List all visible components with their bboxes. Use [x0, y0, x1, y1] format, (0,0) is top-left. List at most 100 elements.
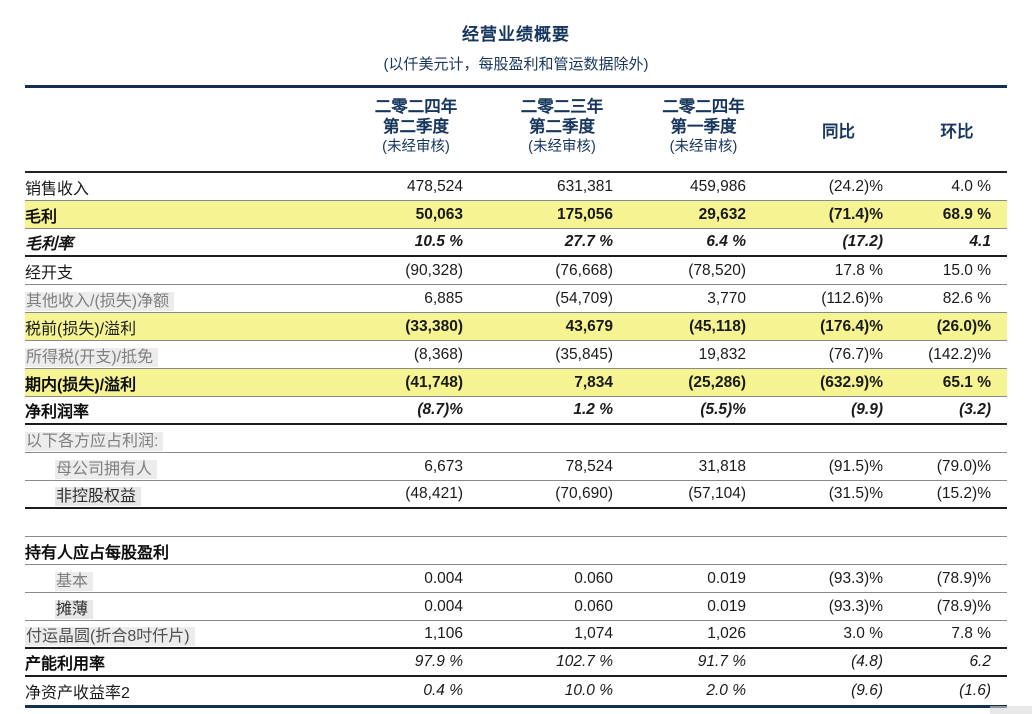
table-row: 毛利 50,063 175,056 29,632 (71.4)% 68.9 % — [25, 201, 1007, 229]
results-table: 二零二四年 第二季度 (未经审核) 二零二三年 第二季度 (未经审核) 二零二四… — [25, 85, 1007, 708]
row-label-cell: 税前(损失)/溢利 — [25, 315, 345, 339]
table-row: 产能利用率 97.9 % 102.7 % 91.7 % (4.8) 6.2 — [25, 649, 1007, 677]
cell-value-qoq: (142.2)% — [928, 345, 991, 363]
header-col-yoy: 同比 — [822, 122, 855, 141]
cell-value-q1-2024: 0.019 — [707, 569, 746, 587]
row-label-cell: 付运晶圆(折合8吋仟片) — [25, 622, 345, 646]
cell-value-q2-2024: (90,328) — [405, 261, 463, 279]
header-col-2024q2: 二零二四年 第二季度 (未经审核) — [345, 88, 487, 171]
page-edge-artifact — [990, 706, 1032, 714]
header-col-2024q1: 二零二四年 第一季度 (未经审核) — [637, 88, 770, 171]
cell-value-yoy: (76.7)% — [828, 345, 883, 363]
table-row — [25, 509, 1007, 537]
cell-value-q2-2023: (35,845) — [555, 345, 613, 363]
cell-value-q1-2024: 29,632 — [698, 205, 746, 223]
cell-value-q2-2024: 0.004 — [424, 569, 463, 587]
cell-value-yoy: (4.8) — [851, 653, 883, 670]
table-top-rule — [25, 85, 1007, 88]
cell-value-yoy: 17.8 % — [834, 261, 883, 279]
table-row: 摊薄 0.004 0.060 0.019 (93.3)% (78.9)% — [25, 593, 1007, 621]
cell-value-qoq: 68.9 % — [942, 205, 991, 223]
table-bottom-rule — [25, 705, 1007, 708]
cell-value-q2-2024: 10.5 % — [414, 233, 463, 250]
table-row: 母公司拥有人 6,673 78,524 31,818 (91.5)% (79.0… — [25, 453, 1007, 481]
table-row: 所得税(开支)/抵免 (8,368) (35,845) 19,832 (76.7… — [25, 341, 1007, 369]
cell-value-q1-2024: (78,520) — [688, 261, 746, 279]
cell-value-q2-2024: (41,748) — [405, 373, 463, 391]
cell-value-yoy: (71.4)% — [828, 205, 883, 223]
row-label: 产能利用率 — [25, 656, 106, 673]
cell-value-q2-2023: (76,668) — [555, 261, 613, 279]
table-body: 销售收入 478,524 631,381 459,986 (24.2)% 4.0… — [25, 173, 1007, 705]
cell-value-q2-2024: 50,063 — [415, 205, 463, 223]
cell-value-yoy: (91.5)% — [828, 457, 883, 475]
cell-value-q2-2024: 0.4 % — [423, 682, 463, 699]
row-label-cell: 基本 — [25, 567, 345, 591]
cell-value-q2-2024: (33,380) — [405, 317, 463, 335]
header-label-spacer — [25, 88, 345, 171]
cell-value-q2-2023: 0.060 — [574, 597, 613, 615]
row-label: 基本 — [55, 571, 94, 591]
table-header-row: 二零二四年 第二季度 (未经审核) 二零二三年 第二季度 (未经审核) 二零二四… — [25, 88, 1007, 173]
table-row: 持有人应占每股盈利 — [25, 537, 1007, 565]
row-label-cell: 所得税(开支)/抵免 — [25, 343, 345, 367]
cell-value-yoy: (93.3)% — [828, 597, 883, 615]
header-year: 二零二四年 — [662, 98, 745, 116]
row-label-cell: 净利润率 — [25, 398, 345, 422]
cell-value-q1-2024: (25,286) — [688, 373, 746, 391]
cell-value-q2-2024: (8,368) — [413, 345, 463, 363]
cell-value-qoq: 4.0 % — [951, 177, 991, 195]
row-label: 母公司拥有人 — [55, 459, 158, 479]
row-label-cell: 净资产收益率2 — [25, 679, 345, 703]
row-label-cell: 毛利率 — [25, 230, 345, 254]
cell-value-q1-2024: 459,986 — [689, 177, 746, 195]
row-label: 净利润率 — [25, 404, 90, 421]
cell-value-q2-2024: 6,885 — [424, 289, 463, 307]
cell-value-q2-2024: 6,673 — [424, 457, 463, 475]
cell-value-qoq: (1.6) — [959, 682, 991, 699]
row-label: 所得税(开支)/抵免 — [25, 347, 159, 367]
cell-value-qoq: (78.9)% — [936, 597, 991, 615]
cell-value-q2-2024: (8.7)% — [417, 401, 463, 418]
header-quarter: 第二季度 — [383, 118, 449, 136]
cell-value-q2-2024: (48,421) — [405, 485, 463, 502]
row-label: 以下各方应占利润: — [25, 431, 164, 451]
cell-value-q2-2023: 1.2 % — [573, 401, 613, 418]
cell-value-q1-2024: (45,118) — [689, 317, 746, 335]
cell-value-yoy: (93.3)% — [828, 569, 883, 587]
cell-value-q2-2023: 631,381 — [556, 177, 613, 195]
cell-value-yoy: (9.9) — [851, 401, 883, 418]
cell-value-q2-2024: 1,106 — [424, 625, 463, 642]
table-row: 净利润率 (8.7)% 1.2 % (5.5)% (9.9) (3.2) — [25, 397, 1007, 425]
row-label-cell: 产能利用率 — [25, 650, 345, 674]
page-title: 经营业绩概要 — [462, 25, 570, 44]
cell-value-qoq: 7.8 % — [951, 625, 991, 642]
cell-value-q2-2023: 0.060 — [574, 569, 613, 587]
row-label: 净资产收益率2 — [25, 685, 130, 702]
cell-value-q2-2023: (54,709) — [555, 289, 613, 307]
cell-value-yoy: (24.2)% — [828, 177, 883, 195]
cell-value-q2-2023: 1,074 — [574, 625, 613, 642]
cell-value-yoy: (31.5)% — [828, 485, 883, 502]
header-col-qoq: 环比 — [940, 122, 974, 141]
row-label: 付运晶圆(折合8吋仟片) — [25, 627, 195, 646]
cell-value-qoq: 82.6 % — [942, 289, 991, 307]
cell-value-qoq: (26.0)% — [936, 317, 991, 335]
table-row: 期内(损失)/溢利 (41,748) 7,834 (25,286) (632.9… — [25, 369, 1007, 397]
cell-value-yoy: (112.6)% — [821, 289, 883, 307]
cell-value-yoy: 3.0 % — [843, 625, 883, 642]
row-label-cell: 持有人应占每股盈利 — [25, 539, 345, 563]
cell-value-qoq: (3.2) — [959, 401, 991, 418]
table-row: 其他收入/(损失)净额 6,885 (54,709) 3,770 (112.6)… — [25, 285, 1007, 313]
table-row: 净资产收益率2 0.4 % 10.0 % 2.0 % (9.6) (1.6) — [25, 677, 1007, 705]
row-label: 持有人应占每股盈利 — [25, 544, 170, 562]
table-row: 以下各方应占利润: — [25, 425, 1007, 453]
table-row: 付运晶圆(折合8吋仟片) 1,106 1,074 1,026 3.0 % 7.8… — [25, 621, 1007, 649]
cell-value-q2-2024: 0.004 — [424, 597, 463, 615]
row-label-cell: 非控股权益 — [25, 482, 345, 506]
table-row: 销售收入 478,524 631,381 459,986 (24.2)% 4.0… — [25, 173, 1007, 201]
header-year: 二零二四年 — [374, 98, 458, 116]
cell-value-q1-2024: 1,026 — [707, 625, 746, 642]
cell-value-qoq: 6.2 — [969, 653, 991, 670]
cell-value-q2-2023: 102.7 % — [556, 653, 613, 670]
